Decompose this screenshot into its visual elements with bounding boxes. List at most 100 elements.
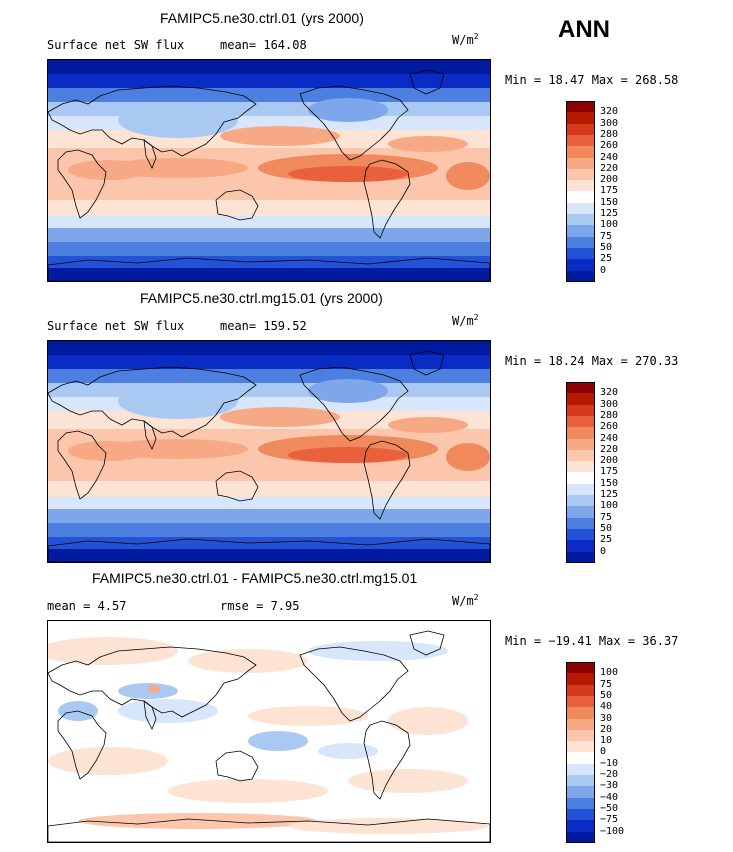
colorbar-swatch xyxy=(566,684,595,697)
colorbar-swatch xyxy=(566,191,595,204)
colorbar-tick-label: 260 xyxy=(600,140,619,152)
colorbar-swatch xyxy=(566,146,595,158)
colorbar-swatch xyxy=(566,449,595,462)
colorbar-swatch xyxy=(566,202,595,215)
colorbar-swatch xyxy=(566,247,595,260)
coastline xyxy=(48,538,490,562)
colorbar-tick-label: −20 xyxy=(600,769,619,780)
colorbar-tick-label: 75 xyxy=(600,678,613,690)
coastlines xyxy=(48,69,490,281)
colorbar-swatch xyxy=(566,427,595,439)
latitude-band xyxy=(48,355,490,369)
colorbar-swatch xyxy=(566,270,595,283)
coastline xyxy=(57,710,107,780)
panel-1-units: W/m2 xyxy=(452,32,479,47)
colorbar-swatch xyxy=(566,662,595,674)
colorbar-tick-label: 0 xyxy=(600,746,607,758)
coastline xyxy=(409,350,445,376)
colorbar-swatch xyxy=(566,506,595,519)
colorbar-tick-label: 260 xyxy=(600,421,619,433)
maximum-region xyxy=(388,136,468,152)
colorbar-swatch xyxy=(566,123,595,136)
colorbar-tick-label: 240 xyxy=(600,151,619,163)
colorbar-tick-label: 320 xyxy=(600,387,619,399)
coastline xyxy=(215,750,259,782)
colorbar-tick-label: 75 xyxy=(600,511,613,523)
anomaly-region xyxy=(348,769,468,793)
colorbar-tick-label: 20 xyxy=(600,723,613,735)
anomaly-region xyxy=(168,779,328,803)
latitude-band xyxy=(48,523,490,537)
season-label: ANN xyxy=(558,16,610,43)
coastline xyxy=(48,366,257,438)
colorbar-tick-label: 320 xyxy=(600,106,619,118)
colorbar-swatch xyxy=(566,112,595,125)
colorbar-swatch xyxy=(566,540,595,552)
panel-3-rmse-label: rmse = 7.95 xyxy=(220,599,300,613)
maximum-region xyxy=(68,441,148,461)
coastline xyxy=(57,149,107,219)
coastline xyxy=(363,440,411,520)
maximum-region xyxy=(288,166,408,182)
panel-2-units: W/m2 xyxy=(452,313,479,328)
colorbar-tick-label: 0 xyxy=(600,264,607,276)
latitude-band xyxy=(48,228,490,242)
colorbar-swatch xyxy=(566,404,595,417)
panel-3-title: FAMIPC5.ne30.ctrl.01 - FAMIPC5.ne30.ctrl… xyxy=(92,570,418,586)
anomaly-region xyxy=(118,699,218,723)
latitude-band xyxy=(48,549,490,562)
panel-2-colorbar: 320 300 280 260 240 220 200 175 150 125 100 75 50 25 0 xyxy=(566,382,626,564)
panel-3-map xyxy=(47,620,491,843)
coastline xyxy=(363,720,411,800)
latitude-band xyxy=(48,88,490,102)
coastlines xyxy=(48,630,490,842)
colorbar-swatch xyxy=(566,797,595,810)
coastline xyxy=(48,818,490,842)
coastlines xyxy=(48,350,490,562)
panel-3-units: W/m2 xyxy=(452,593,479,608)
colorbar-swatch xyxy=(566,472,595,485)
anomaly-region xyxy=(318,743,378,759)
colorbar-tick-label: 220 xyxy=(600,162,619,174)
colorbar-swatch xyxy=(566,483,595,496)
colorbar-swatch xyxy=(566,752,595,765)
latitude-band xyxy=(48,200,490,216)
coastline xyxy=(299,85,409,161)
panel-1-contour-field xyxy=(48,60,490,281)
maximum-region xyxy=(288,447,408,463)
latitude-band xyxy=(48,341,490,355)
coastline xyxy=(48,85,257,157)
colorbar-tick-label: 75 xyxy=(600,230,613,242)
anomaly-region xyxy=(48,637,178,665)
colorbar-tick-label: 300 xyxy=(600,117,619,129)
colorbar-tick-label: 100 xyxy=(600,219,619,231)
cloud-region xyxy=(308,379,388,403)
latitude-band xyxy=(48,242,490,256)
colorbar-tick-label: −100 xyxy=(600,825,625,837)
colorbar-tick-label: −30 xyxy=(600,780,619,792)
latitude-band xyxy=(48,497,490,509)
maximum-region xyxy=(446,162,490,190)
colorbar-swatch xyxy=(566,495,595,507)
colorbar-tick-label: 50 xyxy=(600,522,613,534)
coastline xyxy=(48,646,257,718)
colorbar-swatch xyxy=(566,157,595,170)
colorbar-swatch xyxy=(566,786,595,799)
colorbar-tick-label: 100 xyxy=(600,667,619,679)
colorbar-tick-label: 125 xyxy=(600,208,619,219)
anomaly-region xyxy=(308,641,448,661)
maximum-region xyxy=(388,417,468,433)
colorbar-tick-label: 200 xyxy=(600,455,619,467)
colorbar-tick-label: −50 xyxy=(600,802,619,814)
colorbar-tick-label: 100 xyxy=(600,500,619,512)
latitude-band xyxy=(48,481,490,497)
colorbar-tick-label: 150 xyxy=(600,477,619,489)
panel-3-contour-field xyxy=(48,621,490,842)
colorbar-swatch xyxy=(566,528,595,541)
latitude-band xyxy=(48,216,490,228)
anomaly-region xyxy=(188,649,308,673)
coastline xyxy=(57,430,107,500)
colorbar-swatch xyxy=(566,695,595,708)
panel-1-map xyxy=(47,59,491,282)
anomaly-region xyxy=(288,818,488,834)
